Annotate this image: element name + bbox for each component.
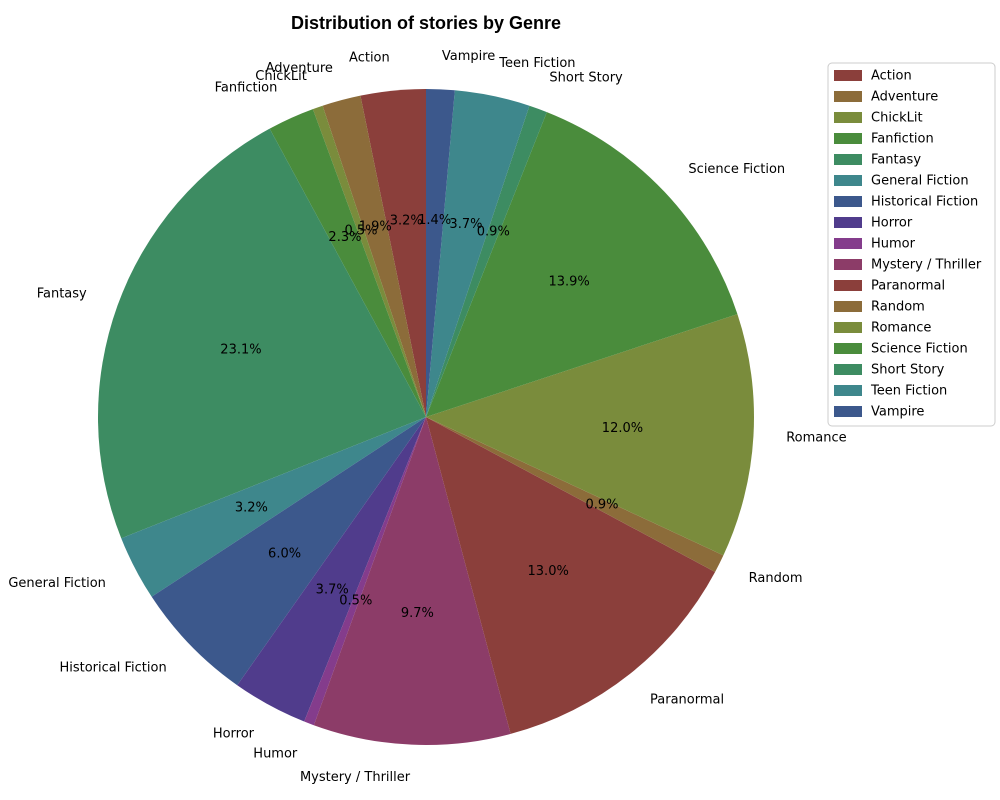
pie-slice	[426, 105, 547, 418]
legend-swatch	[834, 364, 862, 375]
legend-entry: Paranormal	[871, 279, 945, 294]
legend-entry: General Fiction	[871, 174, 969, 189]
legend-entry: Romance	[871, 321, 931, 336]
slice-label: Horror	[213, 727, 255, 742]
slice-percentage: 1.9%	[359, 219, 392, 234]
legend-swatch	[834, 196, 862, 207]
slice-percentage: 13.0%	[528, 564, 569, 579]
slice-percentage: 3.7%	[316, 583, 349, 598]
legend-swatch	[834, 70, 862, 81]
legend-swatch	[834, 385, 862, 396]
legend-entry: ChickLit	[871, 111, 923, 126]
legend-swatch	[834, 322, 862, 333]
slice-percentage: 3.2%	[235, 500, 268, 515]
pie-slice	[426, 417, 716, 734]
slice-percentage: 23.1%	[220, 342, 261, 357]
legend-entry: Action	[871, 69, 912, 84]
pie-slices	[97, 89, 754, 745]
slice-label: Romance	[786, 430, 846, 445]
slice-label: ChickLit	[255, 69, 307, 84]
slice-percentage: 9.7%	[401, 606, 434, 621]
legend-entry: Mystery / Thriller	[871, 258, 982, 273]
pie-slice	[269, 109, 426, 417]
legend-entry: Fanfiction	[871, 132, 934, 147]
legend-frame	[827, 62, 996, 427]
pie-slice	[322, 95, 426, 418]
slice-label: Historical Fiction	[59, 660, 166, 675]
slice-percentage: 2.3%	[328, 230, 361, 245]
legend-entry: Adventure	[871, 90, 938, 105]
legend-entry: Humor	[871, 237, 916, 252]
pie-slice	[426, 314, 754, 556]
pie-slice	[426, 112, 738, 417]
legend-swatch	[834, 112, 862, 123]
slice-label: Science Fiction	[688, 162, 785, 177]
legend-entry: Short Story	[871, 363, 945, 378]
pie-slice	[426, 90, 530, 417]
legend-swatch	[834, 280, 862, 291]
slice-percentage: 0.9%	[477, 225, 510, 240]
slice-label: General Fiction	[8, 576, 106, 591]
pie-slice	[151, 417, 426, 686]
slice-label: Humor	[253, 747, 298, 762]
legend-swatch	[834, 301, 862, 312]
legend-swatch	[834, 91, 862, 102]
slice-label: Fantasy	[37, 287, 87, 302]
slice-percentage: 12.0%	[602, 421, 643, 436]
slice-percentage: 13.9%	[548, 274, 589, 289]
legend-entry: Horror	[871, 216, 913, 231]
legend-entry: Science Fiction	[871, 342, 968, 357]
legend-swatch	[834, 406, 862, 417]
pie-slice	[312, 105, 426, 418]
pie-slice	[426, 89, 455, 417]
legend-entry: Teen Fiction	[870, 384, 947, 399]
slice-percentage: 3.7%	[449, 217, 482, 232]
legend-swatch	[834, 175, 862, 186]
slice-label: Mystery / Thriller	[300, 770, 411, 785]
legend-swatch	[834, 154, 862, 165]
slice-label: Teen Fiction	[498, 56, 575, 71]
pie-slice	[97, 128, 426, 539]
slice-percentage: 3.2%	[390, 214, 423, 229]
legend-entry: Vampire	[871, 405, 924, 420]
legend-swatch	[834, 217, 862, 228]
slice-label: Vampire	[442, 49, 495, 64]
slice-label: Random	[749, 571, 803, 586]
slice-percentage: 0.5%	[345, 224, 378, 239]
pie-slice	[121, 417, 426, 597]
percentage-labels: 3.2%1.9%0.5%2.3%23.1%3.2%6.0%3.7%0.5%9.7…	[220, 213, 643, 621]
legend-swatch	[834, 259, 862, 270]
chart-title: Distribution of stories by Genre	[291, 13, 561, 33]
legend: Action Adventure ChickLit Fanfiction Fantasy…	[827, 62, 996, 427]
slice-label: Adventure	[266, 61, 333, 76]
legend-entry: Historical Fiction	[871, 195, 978, 210]
slice-percentage: 0.9%	[585, 498, 618, 513]
pie-slice	[237, 417, 426, 722]
slice-percentage: 1.4%	[418, 213, 451, 228]
pie-slice	[360, 89, 426, 417]
legend-entry: Random	[871, 300, 925, 315]
slice-label: Paranormal	[650, 692, 724, 707]
legend-swatch	[834, 343, 862, 354]
legend-entry: Fantasy	[871, 153, 921, 168]
pie-slice	[313, 417, 511, 745]
slice-label: Fanfiction	[215, 81, 278, 96]
pie-slice	[304, 417, 426, 726]
slice-label: Short Story	[549, 70, 623, 85]
legend-swatch	[834, 238, 862, 249]
slice-percentage: 6.0%	[268, 546, 301, 561]
slice-percentage: 0.5%	[339, 593, 372, 608]
slice-label: Action	[349, 51, 390, 66]
pie-slice	[426, 417, 724, 572]
legend-swatch	[834, 133, 862, 144]
